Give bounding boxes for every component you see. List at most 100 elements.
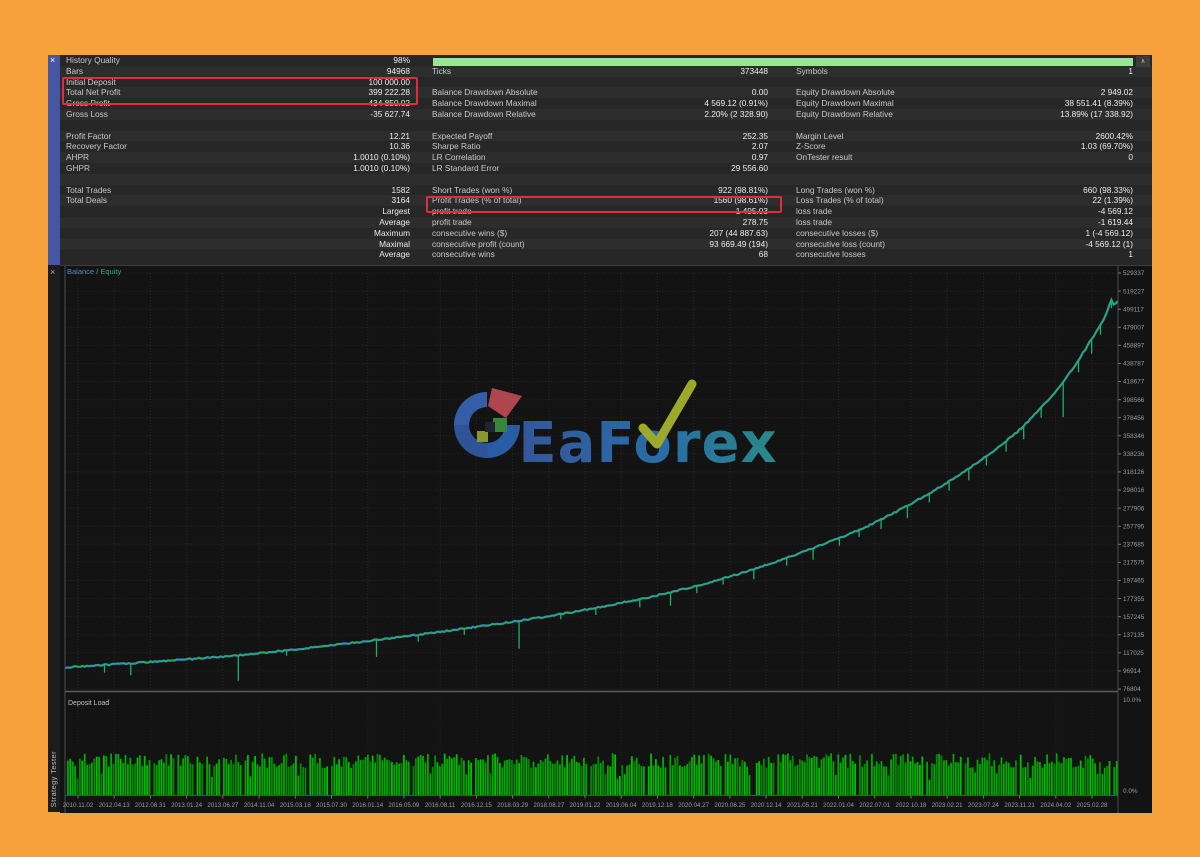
stat-label: consecutive profit (count) <box>432 238 525 249</box>
legend-balance[interactable]: Balance <box>67 267 95 276</box>
svg-text:117025: 117025 <box>1123 650 1144 657</box>
stat-value: 94968 <box>386 65 410 76</box>
svg-text:257795: 257795 <box>1123 523 1145 530</box>
svg-text:2010.11.02: 2010.11.02 <box>63 802 94 809</box>
svg-text:157245: 157245 <box>1123 614 1145 621</box>
stat-label: Sharpe Ratio <box>432 141 481 152</box>
watermark-text: EaForex <box>518 411 777 476</box>
stat-value: -4 569.12 (1) <box>1085 238 1133 249</box>
stat-value: 1582 <box>391 184 410 195</box>
svg-text:177355: 177355 <box>1123 596 1145 603</box>
svg-text:458897: 458897 <box>1123 343 1145 350</box>
stat-value: 0.00 <box>751 87 768 98</box>
svg-text:2023.02.21: 2023.02.21 <box>932 802 964 809</box>
svg-text:217575: 217575 <box>1123 560 1145 567</box>
stat-label: Gross Loss <box>66 108 108 119</box>
svg-text:2015.07.30: 2015.07.30 <box>316 802 348 809</box>
svg-text:499117: 499117 <box>1123 306 1144 313</box>
stat-row: Bars 94968 Ticks 373448 Symbols 1 <box>60 65 1152 77</box>
stat-value: 1.0010 (0.10%) <box>353 152 410 163</box>
balance-equity-chart[interactable]: EaForex 529337 519227 499117 479007 458897 43… <box>60 266 1152 813</box>
stat-value: 1.03 (69.70%) <box>1080 141 1133 152</box>
stat-label: consecutive loss (count) <box>796 238 886 249</box>
stat-value: 93 669.49 (194) <box>709 238 768 249</box>
svg-text:2016.08.11: 2016.08.11 <box>425 802 456 809</box>
close-chart-icon[interactable]: × <box>50 267 56 277</box>
stat-value: Maximal <box>379 238 410 249</box>
stat-label: OnTester result <box>796 152 853 163</box>
legend-equity[interactable]: Equity <box>100 267 122 276</box>
stat-label: Z-Score <box>796 141 826 152</box>
svg-text:2016.12.15: 2016.12.15 <box>461 802 493 809</box>
stat-label: consecutive wins <box>432 249 495 260</box>
stat-row: Total Net Profit 399 222.28 Balance Drawdo… <box>60 87 1152 99</box>
svg-text:358346: 358346 <box>1123 433 1145 440</box>
stat-label: AHPR <box>66 152 90 163</box>
stat-value: 68 <box>758 249 768 260</box>
stat-value: 10.36 <box>389 141 410 152</box>
stat-value: 373448 <box>740 65 768 76</box>
panel-rail-active-strip <box>48 55 60 265</box>
stat-label: Total Deals <box>66 195 108 206</box>
stat-row: Initial Deposit 100 000.00 <box>60 77 1152 88</box>
svg-text:Deposit Load: Deposit Load <box>68 700 109 707</box>
svg-text:398566: 398566 <box>1123 397 1145 404</box>
stat-value: -4 569.12 <box>1097 206 1133 217</box>
chart-axes: 529337 519227 499117 479007 458897 438787 4186… <box>63 266 1145 813</box>
stat-value: 38 551.41 (8.39%) <box>1064 98 1133 109</box>
svg-text:2023.07.24: 2023.07.24 <box>968 802 1000 809</box>
stat-row: Maximal consecutive profit (count) 93 669.… <box>60 238 1152 250</box>
stat-value: 0 <box>1128 152 1133 163</box>
eaforex-logo-icon <box>454 388 522 458</box>
svg-text:2015.03.18: 2015.03.18 <box>280 802 312 809</box>
stat-value: 2.07 <box>751 141 768 152</box>
svg-text:96914: 96914 <box>1123 668 1141 675</box>
svg-text:2020.04.27: 2020.04.27 <box>678 802 710 809</box>
stat-label: History Quality <box>66 55 120 65</box>
close-icon[interactable]: × <box>50 55 56 65</box>
svg-text:2021.05.21: 2021.05.21 <box>787 802 819 809</box>
results-table: History Quality 98% Bars 94968 Ticks 373448 Sy… <box>60 55 1152 265</box>
stat-row: Profit Factor 12.21 Expected Payoff 252.35 M… <box>60 130 1152 142</box>
stat-value: -1 619.44 <box>1097 216 1133 227</box>
scroll-up-button[interactable]: ∧ <box>1136 56 1150 67</box>
stat-value: 1 <box>1128 65 1133 76</box>
stat-label: Recovery Factor <box>66 141 127 152</box>
stat-label: consecutive wins ($) <box>432 227 508 238</box>
stat-value: 98% <box>393 55 410 65</box>
stat-value: 1 <box>1128 249 1133 260</box>
strategy-tester-panel: × × Strategy Tester History Quality 98% Ba… <box>48 55 1152 813</box>
svg-text:2022.10.18: 2022.10.18 <box>895 802 927 809</box>
history-quality-bar <box>433 57 1133 66</box>
stat-label: GHPR <box>66 162 90 173</box>
svg-text:277906: 277906 <box>1123 505 1145 512</box>
stat-row: Recovery Factor 10.36 Sharpe Ratio 2.07 Z-Sc… <box>60 141 1152 152</box>
stat-value: 2600.42% <box>1095 130 1133 141</box>
stat-value: 22 (1.39%) <box>1092 195 1133 206</box>
svg-text:338236: 338236 <box>1123 451 1145 458</box>
stat-value: 278.75 <box>742 216 768 227</box>
stat-label: Bars <box>66 65 84 76</box>
stat-label: Ticks <box>432 65 452 76</box>
strategy-tester-tab[interactable]: Strategy Tester <box>49 750 58 807</box>
chart-series <box>64 297 1119 795</box>
stat-label: Equity Drawdown Maximal <box>796 98 894 109</box>
svg-text:2012.04.13: 2012.04.13 <box>99 802 131 809</box>
stat-row <box>60 173 1152 185</box>
svg-text:137135: 137135 <box>1123 632 1145 639</box>
svg-text:2020.08.25: 2020.08.25 <box>714 802 746 809</box>
stat-label: Profit Factor <box>66 130 112 141</box>
chart-legend: Balance / Equity <box>67 267 121 276</box>
stat-row: Gross Loss -35 627.74 Balance Drawdown Rel… <box>60 108 1152 120</box>
svg-text:197465: 197465 <box>1123 578 1145 585</box>
svg-text:2019.06.04: 2019.06.04 <box>606 802 638 809</box>
svg-text:2020.12.14: 2020.12.14 <box>751 802 783 809</box>
balance-chart-area[interactable]: EaForex 529337 519227 499117 479007 458897 43… <box>60 265 1152 813</box>
stat-label: Symbols <box>796 65 828 76</box>
stat-label: Equity Drawdown Relative <box>796 108 893 119</box>
stat-value: 399 222.28 <box>368 87 410 98</box>
stat-label: Initial Deposit <box>66 76 116 87</box>
stat-value: 29 556.60 <box>731 162 768 173</box>
stat-value: 252.35 <box>742 130 768 141</box>
stat-row: Largest profit trade 1 495.03 loss trade -4 … <box>60 206 1152 217</box>
